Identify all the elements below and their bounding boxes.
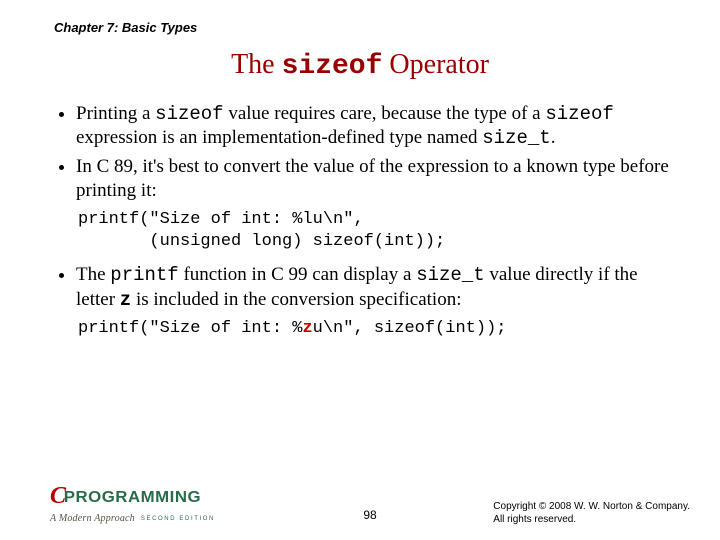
code-part: printf("Size of int: % [78, 319, 302, 338]
bullet-list-1: Printing a sizeof value requires care, b… [50, 102, 670, 203]
logo-subtitle: A Modern Approach [50, 513, 135, 524]
text: The [76, 264, 110, 285]
slide-title: The sizeof Operator [50, 49, 670, 82]
copyright-line-2: All rights reserved. [493, 514, 690, 527]
logo-main: CPROGRAMMING [50, 484, 215, 508]
text: Printing a [76, 103, 155, 124]
text: In C 89, it's best to convert the value … [76, 156, 669, 201]
text: expression is an implementation-defined … [76, 127, 482, 148]
code-inline: z [120, 289, 131, 311]
code-inline: sizeof [545, 103, 613, 125]
book-logo: CPROGRAMMING A Modern Approach SECOND EDI… [50, 484, 215, 526]
code-inline: sizeof [155, 103, 223, 125]
text: is included in the conversion specificat… [131, 289, 461, 310]
slide: Chapter 7: Basic Types The sizeof Operat… [0, 0, 720, 540]
title-post: Operator [382, 49, 489, 80]
code-inline: size_t [482, 127, 550, 149]
footer: CPROGRAMMING A Modern Approach SECOND EDI… [50, 486, 690, 526]
code-inline: size_t [416, 264, 484, 286]
code-highlight: z [302, 319, 312, 338]
chapter-label: Chapter 7: Basic Types [54, 20, 670, 35]
bullet-3: The printf function in C 99 can display … [76, 263, 670, 312]
text: function in C 99 can display a [179, 264, 416, 285]
code-block-1: printf("Size of int: %lu\n", (unsigned l… [78, 209, 670, 253]
code-inline: printf [110, 264, 178, 286]
code-line: printf("Size of int: %lu\n", [78, 210, 364, 229]
page-number: 98 [363, 508, 376, 522]
logo-edition: SECOND EDITION [141, 516, 215, 522]
copyright-line-1: Copyright © 2008 W. W. Norton & Company. [493, 501, 690, 514]
logo-subtitle-row: A Modern Approach SECOND EDITION [50, 508, 215, 526]
text: value requires care, because the type of… [224, 103, 546, 124]
bullet-2: In C 89, it's best to convert the value … [76, 155, 670, 204]
logo-programming: PROGRAMMING [63, 490, 200, 506]
bullet-list-2: The printf function in C 99 can display … [50, 263, 670, 312]
copyright: Copyright © 2008 W. W. Norton & Company.… [493, 501, 690, 526]
title-pre: The [231, 49, 282, 80]
code-line: (unsigned long) sizeof(int)); [78, 232, 445, 251]
code-part: u\n", sizeof(int)); [313, 319, 507, 338]
code-block-2: printf("Size of int: %zu\n", sizeof(int)… [78, 318, 670, 340]
bullet-1: Printing a sizeof value requires care, b… [76, 102, 670, 151]
title-mono: sizeof [282, 51, 383, 82]
text: . [551, 127, 556, 148]
